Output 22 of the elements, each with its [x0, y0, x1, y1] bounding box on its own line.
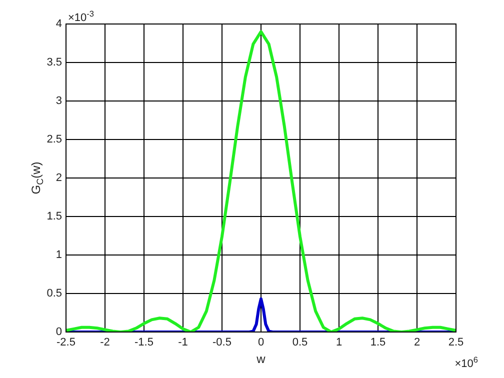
- y-tick-label: 3: [56, 95, 62, 108]
- x-tick-label: 2.5: [448, 336, 464, 349]
- x-tick-label: 2: [414, 336, 420, 349]
- y-axis-title: GC(w): [29, 162, 45, 194]
- y-tick-label: 2: [56, 172, 62, 184]
- y-tick-label: 4: [56, 18, 62, 30]
- x-axis-title: w: [256, 352, 266, 366]
- x-tick-label: 1.5: [370, 336, 386, 349]
- x-tick-label: -1.5: [134, 336, 154, 349]
- x-tick-label: 1: [336, 336, 342, 349]
- x-tick-label: 0.5: [292, 336, 308, 349]
- y-tick-label: 0: [56, 326, 62, 338]
- y-tick-label: 1.5: [46, 210, 62, 223]
- x-tick-label: -1: [178, 336, 188, 349]
- x-tick-label: 0: [258, 336, 264, 349]
- y-tick-label: 2.5: [46, 134, 62, 146]
- y-tick-label: 3.5: [46, 56, 62, 69]
- x-tick-label: -2.5: [56, 336, 76, 349]
- y-tick-label: 1: [56, 249, 62, 262]
- y-tick-label: 0.5: [46, 288, 62, 300]
- x-tick-label: -0.5: [212, 336, 232, 349]
- x-tick-label: -2: [100, 336, 110, 349]
